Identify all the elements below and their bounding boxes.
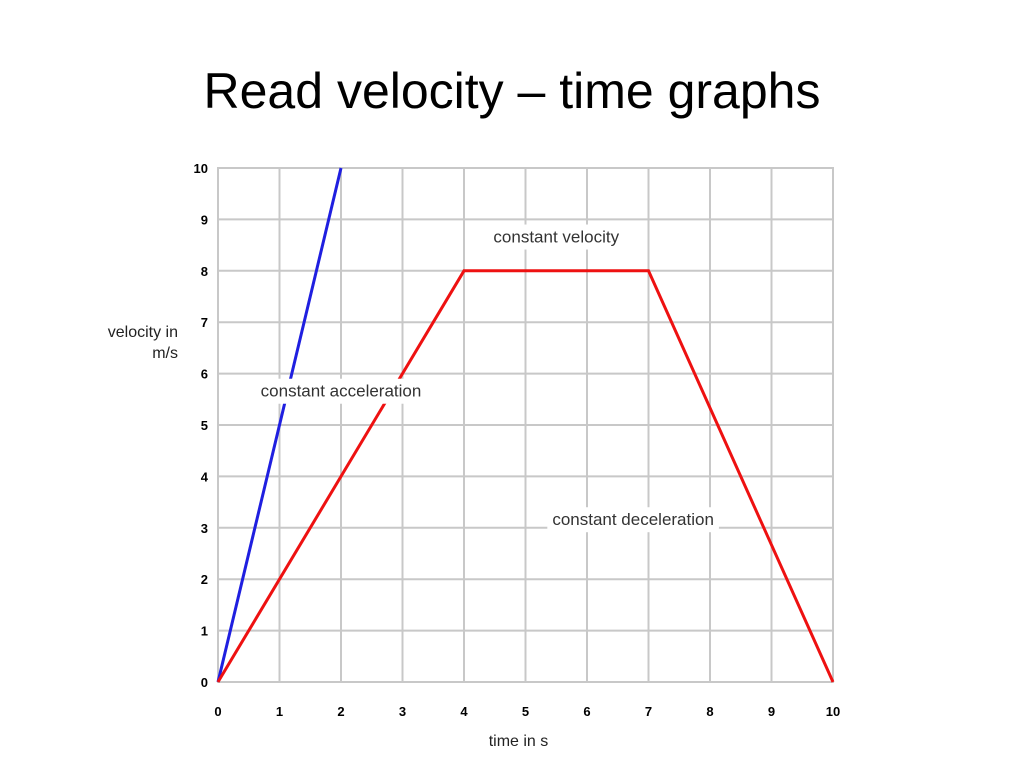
x-tick-label: 7 — [645, 704, 652, 719]
slide-title: Read velocity – time graphs — [203, 63, 821, 119]
annotation-bg-1 — [488, 224, 625, 250]
annotation-2: constant acceleration — [261, 382, 422, 401]
x-tick-label: 1 — [276, 704, 283, 719]
y-tick-label: 9 — [201, 212, 208, 227]
chart-annotations: constant velocity constant acceleration co… — [255, 224, 719, 533]
chart-ticks: 0 1 2 3 4 5 6 7 8 9 10 0 1 2 3 4 5 6 7 8 9 10 — [194, 161, 841, 719]
y-tick-label: 8 — [201, 264, 208, 279]
x-tick-label: 8 — [706, 704, 713, 719]
y-tick-label: 1 — [201, 624, 208, 639]
x-tick-label: 0 — [214, 704, 221, 719]
chart-axis-labels: time in s velocity in m/s — [108, 324, 549, 750]
y-tick-label: 4 — [201, 469, 209, 484]
series-line-1 — [216, 167, 343, 683]
y-axis-label: velocity in — [108, 324, 178, 341]
x-tick-label: 6 — [583, 704, 590, 719]
y-tick-label: 3 — [201, 521, 208, 536]
annotation-3: constant deceleration — [552, 510, 714, 529]
y-tick-label: 0 — [201, 675, 208, 690]
annotation-bg-2 — [255, 378, 427, 404]
y-tick-label: 5 — [201, 418, 208, 433]
y-tick-label: 6 — [201, 367, 208, 382]
y-tick-label: 7 — [201, 315, 208, 330]
series-line-2 — [216, 269, 835, 683]
x-tick-label: 3 — [399, 704, 406, 719]
x-tick-label: 9 — [768, 704, 775, 719]
x-tick-label: 4 — [460, 704, 468, 719]
y-tick-label: 2 — [201, 572, 208, 587]
y-axis-label: m/s — [152, 345, 178, 362]
x-tick-label: 10 — [826, 704, 840, 719]
x-tick-label: 5 — [522, 704, 529, 719]
annotation-1: constant velocity — [493, 228, 619, 247]
annotation-bg-3 — [547, 507, 719, 533]
y-tick-label: 10 — [194, 161, 208, 176]
x-tick-label: 2 — [337, 704, 344, 719]
x-axis-label: time in s — [489, 733, 549, 750]
chart-series — [216, 167, 835, 683]
